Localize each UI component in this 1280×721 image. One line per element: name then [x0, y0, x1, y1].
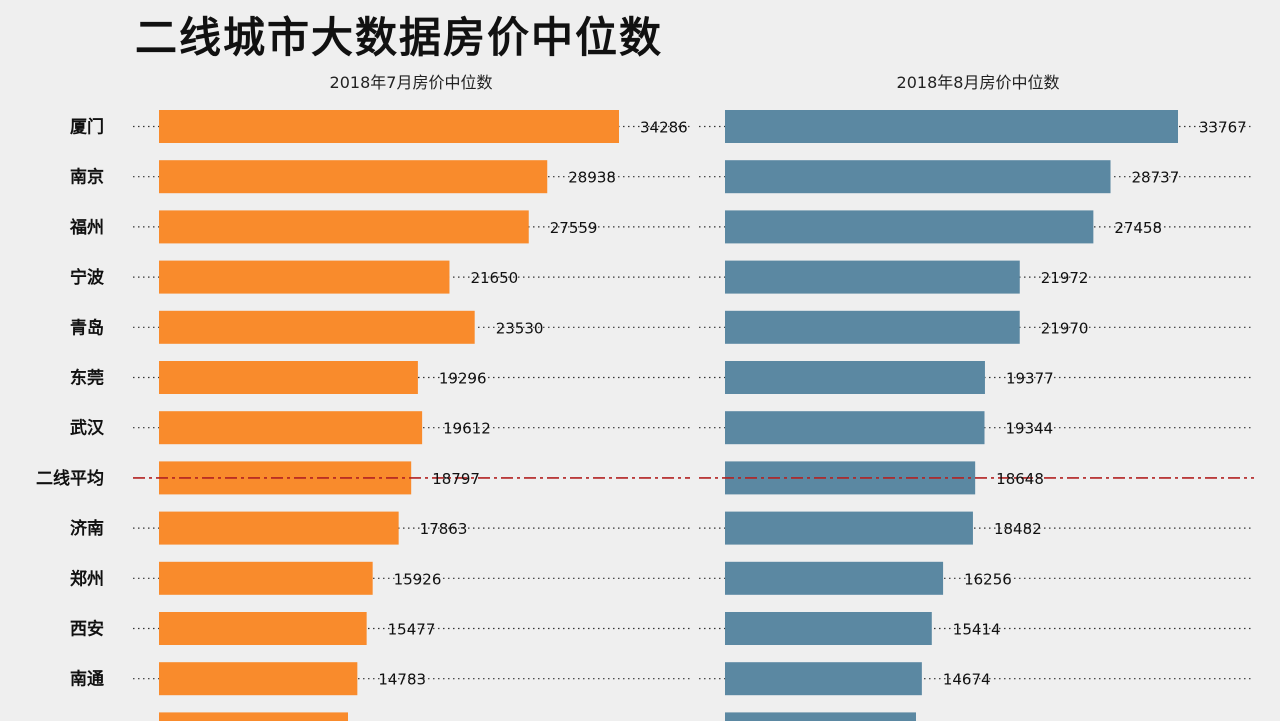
category-label: 南京 [70, 167, 104, 188]
value-label: 18482 [994, 520, 1042, 538]
bar [725, 210, 1094, 244]
category-label: 厦门 [70, 117, 104, 138]
value-label: 19344 [1006, 420, 1054, 438]
category-label: 宁波 [70, 267, 105, 288]
value-label: 17863 [420, 520, 468, 538]
value-label: 21972 [1041, 269, 1089, 287]
chart-title: 二线城市大数据房价中位数 [135, 13, 664, 62]
value-label: 18648 [996, 470, 1044, 488]
value-label: 21970 [1041, 319, 1089, 337]
category-label: 青岛 [70, 317, 104, 338]
value-label: 28737 [1132, 169, 1180, 187]
value-label: 34286 [640, 119, 688, 137]
bar [725, 511, 973, 545]
value-label: 21650 [470, 269, 518, 287]
value-label: 27458 [1114, 219, 1162, 237]
bar [159, 160, 548, 194]
bar [725, 662, 922, 696]
bar [159, 511, 399, 545]
value-label: 28938 [568, 169, 616, 187]
category-label: 郑州 [70, 568, 104, 589]
value-label: 27559 [550, 219, 598, 237]
bar [725, 612, 932, 645]
value-label: 14783 [378, 671, 426, 689]
bar [159, 210, 529, 244]
category-label: 武汉 [70, 418, 105, 439]
bar [159, 361, 418, 394]
panel-subtitle: 2018年7月房价中位数 [330, 73, 493, 92]
value-label: 19377 [1006, 370, 1054, 388]
value-label: 15477 [388, 621, 436, 639]
bar [725, 561, 944, 595]
category-label: 南通 [70, 669, 104, 690]
value-label: 33767 [1199, 119, 1247, 137]
bar-cropped [725, 712, 916, 721]
bar [159, 561, 373, 595]
category-label: 西安 [70, 619, 104, 640]
bar [159, 310, 475, 344]
category-label: 济南 [70, 518, 104, 539]
bar [725, 361, 985, 394]
bar [725, 110, 1178, 143]
panel-subtitle: 2018年8月房价中位数 [897, 73, 1060, 92]
category-label: 福州 [69, 217, 104, 238]
bar [725, 160, 1111, 194]
value-label: 15414 [953, 621, 1001, 639]
category-label: 二线平均 [36, 468, 104, 489]
bar [159, 110, 619, 143]
value-label: 19296 [439, 370, 487, 388]
value-label: 23530 [496, 319, 544, 337]
bar [159, 612, 367, 645]
value-label: 16256 [964, 570, 1012, 588]
bar [725, 411, 985, 445]
category-label: 东莞 [70, 368, 104, 389]
bar [159, 260, 450, 294]
bar [159, 662, 358, 696]
value-label: 18797 [432, 470, 480, 488]
value-label: 15926 [394, 570, 442, 588]
bar [159, 411, 423, 445]
bar [725, 260, 1020, 294]
value-label: 19612 [443, 420, 491, 438]
bar-cropped [159, 712, 348, 721]
bar [725, 310, 1020, 344]
value-label: 14674 [943, 671, 991, 689]
